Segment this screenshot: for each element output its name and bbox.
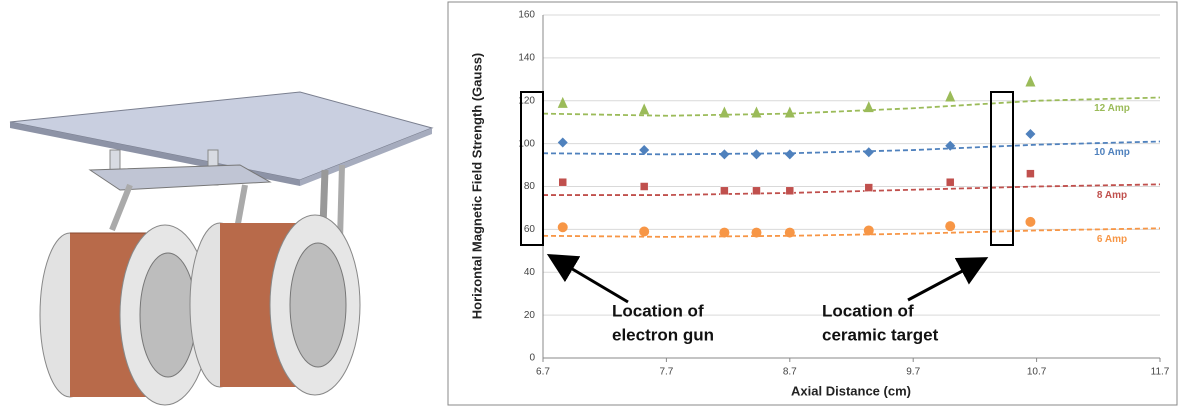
chart-frame bbox=[448, 2, 1177, 405]
x-tick-label: 6.7 bbox=[536, 367, 550, 378]
x-axis-title: Axial Distance (cm) bbox=[791, 383, 911, 398]
x-tick-label: 8.7 bbox=[783, 367, 797, 378]
page: 0204060801001201401606.77.78.79.710.711.… bbox=[0, 0, 1180, 408]
point bbox=[864, 225, 874, 235]
point bbox=[865, 184, 873, 192]
point bbox=[719, 228, 729, 238]
annotation: Location of bbox=[612, 301, 704, 320]
y-tick-label: 160 bbox=[518, 10, 535, 21]
series-label: 6 Amp bbox=[1097, 234, 1127, 245]
point bbox=[751, 228, 761, 238]
x-tick-label: 10.7 bbox=[1027, 367, 1047, 378]
point bbox=[946, 178, 954, 186]
series-label: 10 Amp bbox=[1094, 147, 1130, 158]
series-label: 8 Amp bbox=[1097, 190, 1127, 201]
x-tick-label: 7.7 bbox=[659, 367, 673, 378]
coil-illustration bbox=[10, 92, 432, 405]
point bbox=[752, 187, 760, 195]
y-tick-label: 140 bbox=[518, 53, 535, 64]
y-tick-label: 0 bbox=[529, 353, 535, 364]
point bbox=[1025, 217, 1035, 227]
x-tick-label: 9.7 bbox=[906, 367, 920, 378]
series-label: 12 Amp bbox=[1094, 103, 1130, 114]
annotation: Location of bbox=[822, 301, 914, 320]
annotation: ceramic target bbox=[822, 325, 939, 344]
point bbox=[720, 187, 728, 195]
point bbox=[945, 221, 955, 231]
point bbox=[639, 227, 649, 237]
point bbox=[558, 222, 568, 232]
point bbox=[786, 187, 794, 195]
point bbox=[1026, 170, 1034, 178]
y-tick-label: 80 bbox=[524, 181, 536, 192]
point bbox=[640, 183, 648, 191]
x-tick-label: 11.7 bbox=[1151, 367, 1170, 378]
point bbox=[785, 228, 795, 238]
annotation: electron gun bbox=[612, 325, 714, 344]
point bbox=[559, 178, 567, 186]
y-tick-label: 40 bbox=[524, 267, 536, 278]
y-axis-title: Horizontal Magnetic Field Strength (Gaus… bbox=[469, 53, 484, 320]
y-tick-label: 60 bbox=[524, 224, 536, 235]
figure: 0204060801001201401606.77.78.79.710.711.… bbox=[0, 0, 1180, 408]
y-tick-label: 20 bbox=[524, 310, 536, 321]
